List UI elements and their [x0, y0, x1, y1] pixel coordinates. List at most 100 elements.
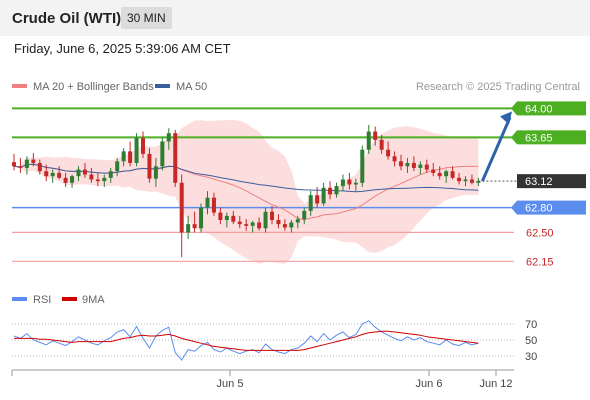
- candle-body: [418, 164, 423, 168]
- candle: [57, 166, 62, 180]
- candle-body: [340, 179, 345, 187]
- ma20-legend-swatch: [12, 84, 27, 88]
- candle-body: [147, 153, 152, 179]
- candle: [289, 220, 294, 233]
- level-label-62.50: 62.50: [526, 227, 554, 239]
- candle-body: [115, 161, 120, 172]
- candle-body: [121, 151, 126, 162]
- candle: [134, 133, 139, 167]
- candle: [315, 186, 320, 208]
- candle: [399, 154, 403, 171]
- rsi-tick-70: 70: [525, 319, 537, 331]
- candle: [82, 162, 87, 178]
- candle: [340, 174, 345, 192]
- candle-body: [373, 131, 378, 140]
- candle: [366, 124, 371, 154]
- candle: [70, 174, 75, 188]
- candle-body: [360, 149, 365, 183]
- candle-body: [334, 186, 339, 195]
- current-price-tag: [517, 174, 586, 189]
- header-bar: Crude Oil (WTI) 30 MIN: [0, 0, 590, 36]
- candle-body: [315, 195, 320, 204]
- candle-body: [218, 212, 223, 220]
- candle-body: [192, 224, 197, 229]
- candle: [18, 158, 23, 173]
- ma20-legend-label: MA 20 + Bollinger Bands: [33, 81, 154, 93]
- candle: [411, 156, 416, 172]
- x-tick-label: Jun 12: [479, 378, 512, 390]
- candle: [166, 128, 171, 150]
- candle: [63, 172, 68, 187]
- projection-arrowhead: [500, 111, 512, 125]
- current-price-label: 63.12: [525, 176, 553, 188]
- candle-body: [379, 139, 384, 150]
- rsi-ma9-line: [14, 330, 479, 351]
- candle: [373, 126, 378, 146]
- candle-body: [431, 169, 436, 173]
- projection-arrow: [481, 116, 512, 182]
- candle: [31, 153, 36, 167]
- bollinger-band: [14, 120, 479, 264]
- ma50-legend-label: MA 50: [176, 81, 207, 93]
- candle: [37, 159, 42, 175]
- candle-body: [257, 222, 262, 229]
- timeframe-button[interactable]: 30 MIN: [121, 7, 172, 29]
- candle-body: [102, 177, 107, 182]
- candle: [44, 164, 49, 182]
- candle: [360, 145, 365, 187]
- ma9-legend-swatch: [62, 297, 77, 301]
- candle: [237, 215, 242, 229]
- candle-body: [231, 215, 236, 222]
- candle-body: [70, 176, 75, 183]
- level-tag-pointer-63.65: [511, 130, 517, 145]
- candle: [205, 191, 210, 215]
- rsi-line: [13, 320, 479, 361]
- candle-body: [289, 222, 294, 228]
- candle: [328, 181, 333, 200]
- candle-body: [57, 172, 62, 178]
- timestamp: Friday, June 6, 2025 5:39:06 AM CET: [14, 41, 231, 56]
- candle-body: [450, 171, 455, 178]
- candle: [89, 167, 94, 183]
- candle-body: [244, 224, 249, 226]
- candle-body: [392, 156, 397, 162]
- level-label-63.65: 63.65: [525, 132, 553, 144]
- candle-body: [89, 174, 94, 180]
- candle: [457, 172, 462, 185]
- candle: [128, 141, 133, 167]
- candle: [50, 169, 55, 183]
- candle-body: [263, 211, 268, 229]
- candle-body: [353, 182, 358, 185]
- candle: [95, 172, 100, 187]
- candle: [141, 131, 145, 158]
- candle-body: [50, 172, 55, 177]
- candle-body: [173, 133, 178, 183]
- candle-body: [237, 221, 242, 225]
- ma50-legend-swatch: [155, 84, 170, 88]
- x-tick-label: Jun 5: [217, 378, 244, 390]
- candle: [437, 166, 442, 180]
- candle-body: [166, 133, 171, 142]
- level-label-62.80: 62.80: [525, 203, 553, 215]
- candle-body: [205, 197, 210, 208]
- candle-body: [31, 159, 36, 163]
- candle-body: [108, 171, 113, 178]
- candle-body: [82, 169, 87, 175]
- candle: [353, 178, 358, 192]
- candle: [153, 158, 158, 187]
- level-tag-63.65: [517, 130, 586, 145]
- candle: [302, 207, 307, 225]
- candle: [386, 141, 391, 160]
- candle-body: [399, 161, 403, 167]
- candle-body: [411, 162, 416, 168]
- candle-body: [134, 138, 139, 163]
- instrument-title: Crude Oil (WTI): [12, 10, 122, 27]
- candle-body: [469, 179, 474, 183]
- candle: [121, 148, 126, 167]
- candle: [282, 219, 287, 231]
- candle: [192, 211, 197, 233]
- candle-body: [437, 172, 442, 177]
- candle: [199, 203, 204, 233]
- candle: [173, 129, 178, 187]
